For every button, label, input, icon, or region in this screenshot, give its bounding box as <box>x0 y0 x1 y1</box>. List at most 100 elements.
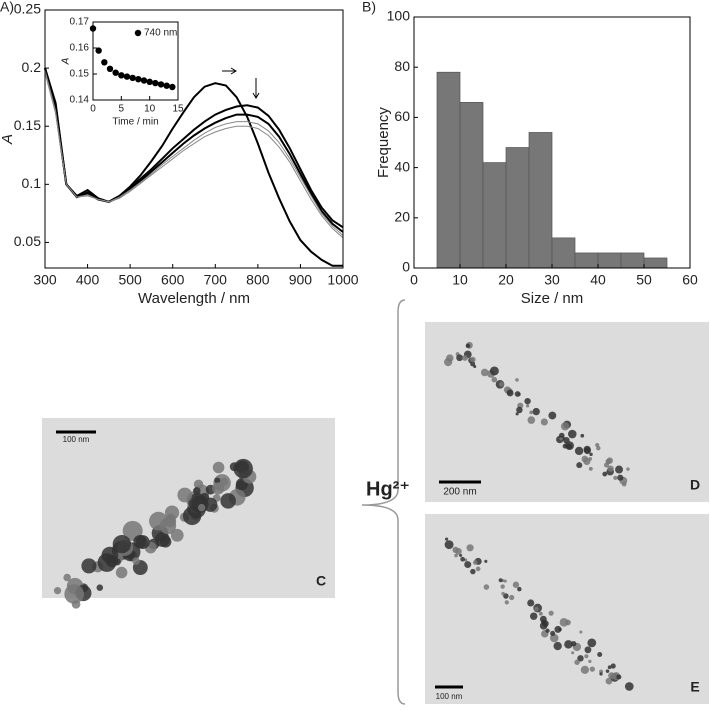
nanoparticle <box>599 669 604 674</box>
nanoparticle <box>509 594 515 601</box>
nanoparticle <box>613 475 618 480</box>
nanoparticle <box>514 391 521 397</box>
nanoparticle <box>548 411 557 420</box>
nanoparticle <box>212 461 225 474</box>
data-point <box>163 82 170 89</box>
nanoparticle <box>132 557 140 565</box>
nanoparticle <box>177 487 193 503</box>
x-axis-label: Size / nm <box>521 290 584 307</box>
x-axis-label: Wavelength / nm <box>138 290 250 307</box>
histogram-bar <box>505 147 530 269</box>
nanoparticle <box>576 462 583 469</box>
nanoparticle <box>193 479 204 490</box>
nanoparticle <box>503 579 507 583</box>
x-tick-label: 400 <box>76 271 100 287</box>
nanoparticle <box>459 553 463 557</box>
x-tick-label: 10 <box>452 271 468 287</box>
reagent-label: Hg²⁺ <box>366 478 410 500</box>
nanoparticle <box>220 493 236 509</box>
nanoparticle <box>558 627 562 632</box>
nanoparticle <box>562 443 568 449</box>
nanoparticle <box>554 625 562 633</box>
nanoparticle <box>548 610 554 616</box>
nanoparticle <box>135 535 150 550</box>
nanoparticle <box>553 641 562 651</box>
x-tick-label: 10 <box>144 104 156 115</box>
tem-image <box>425 514 709 704</box>
image-label: D <box>690 477 700 493</box>
x-tick-label: 900 <box>289 271 313 287</box>
x-tick-label: 0 <box>90 104 96 115</box>
x-tick-label: 15 <box>172 104 184 115</box>
nanoparticle <box>580 665 590 674</box>
tem-image <box>425 322 709 502</box>
histogram-bar <box>551 237 576 269</box>
nanoparticle <box>602 471 608 477</box>
x-tick-label: 30 <box>544 271 560 287</box>
x-tick-label: 0 <box>410 271 418 287</box>
nanoparticle <box>96 584 104 591</box>
nanoparticle <box>595 442 600 448</box>
nanoparticle <box>567 429 577 439</box>
nanoparticle <box>580 433 585 438</box>
nanoparticle <box>159 535 172 548</box>
nanoparticle <box>570 641 577 647</box>
nanoparticle <box>515 412 519 416</box>
nanoparticle <box>446 354 454 362</box>
legend-marker <box>134 29 142 37</box>
nanoparticle <box>542 620 549 627</box>
nanoparticle <box>470 361 476 367</box>
y-tick-label: 0.25 <box>14 1 41 17</box>
nanoparticle <box>558 432 565 439</box>
nanoparticle <box>584 646 592 654</box>
scale-bar-label: 100 nm <box>436 692 463 701</box>
nanoparticle <box>219 477 228 486</box>
nanoparticle <box>498 381 505 387</box>
histogram-bar <box>436 71 461 269</box>
nanoparticle <box>516 406 523 414</box>
nanoparticle <box>97 553 117 572</box>
nanoparticle <box>571 651 575 655</box>
nanoparticle <box>606 457 613 464</box>
data-point <box>118 72 125 79</box>
nanoparticle <box>607 465 614 472</box>
panel-label: A) <box>0 0 14 15</box>
histogram-bar <box>597 252 622 269</box>
nanoparticle <box>589 452 593 457</box>
y-tick-label: 0.17 <box>70 17 90 28</box>
spectrum-line <box>44 72 344 239</box>
y-tick-label: 0.14 <box>70 95 90 106</box>
nanoparticle <box>63 573 71 582</box>
shift-arrow <box>222 67 237 75</box>
nanoparticle <box>115 566 128 579</box>
nanoparticle <box>480 368 489 377</box>
nanoparticle <box>587 638 597 648</box>
data-point <box>140 77 148 84</box>
panel-label: B) <box>362 0 376 15</box>
scale-bar-label: 100 nm <box>63 435 90 444</box>
histogram-bar <box>459 101 484 269</box>
nanoparticle <box>534 606 539 612</box>
nanoparticle <box>599 672 603 676</box>
y-axis-label: A <box>61 57 72 65</box>
y-tick-label: 60 <box>394 108 410 124</box>
x-tick-label: 700 <box>204 271 228 287</box>
nanoparticle <box>498 578 503 583</box>
nanoparticle <box>532 407 540 416</box>
nanoparticle <box>550 630 556 637</box>
y-tick-label: 20 <box>394 209 410 225</box>
nanoparticle <box>615 465 624 474</box>
y-axis-label: Frequency <box>375 107 392 178</box>
nanoparticle <box>579 630 583 634</box>
nanoparticle <box>574 659 580 665</box>
nanoparticle <box>525 404 530 408</box>
nanoparticle <box>529 612 538 620</box>
nanoparticle <box>472 560 478 565</box>
nanoparticle <box>574 446 584 456</box>
x-tick-label: 20 <box>498 271 514 287</box>
x-tick-label: 1000 <box>327 271 358 287</box>
y-tick-label: 0.05 <box>14 233 41 249</box>
x-tick-label: 60 <box>682 271 698 287</box>
nanoparticle <box>501 591 505 596</box>
nanoparticle <box>559 437 563 441</box>
